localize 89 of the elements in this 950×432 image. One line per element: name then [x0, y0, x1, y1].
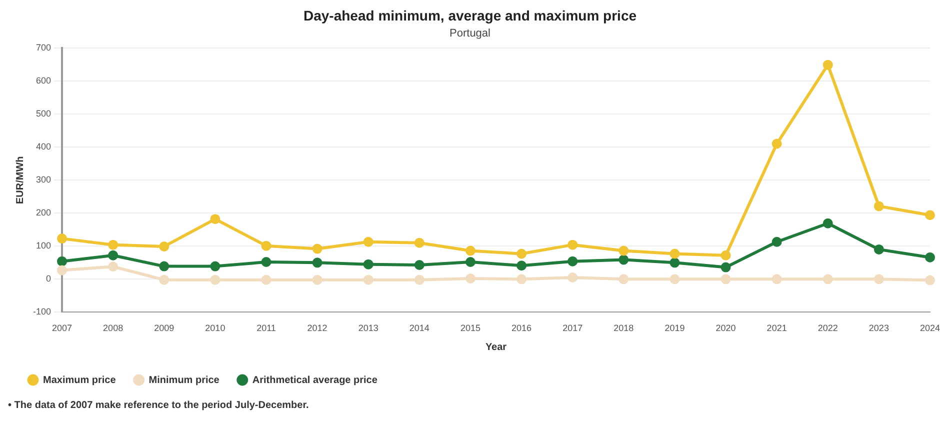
- point: [210, 274, 220, 285]
- point: [772, 236, 782, 247]
- x-tick-label: 2017: [562, 323, 583, 334]
- y-tick-label: 0: [46, 274, 52, 284]
- point: [925, 275, 935, 286]
- point: [210, 214, 220, 224]
- x-tick-label: 2015: [460, 323, 480, 334]
- point: [822, 60, 833, 70]
- x-tick-label: 2018: [614, 323, 634, 334]
- chart-subtitle: Portugal: [450, 27, 490, 40]
- point: [670, 258, 680, 268]
- point: [874, 201, 884, 212]
- point: [720, 250, 731, 260]
- x-tick-label: 2021: [766, 323, 787, 334]
- point: [772, 274, 782, 284]
- point: [261, 257, 272, 267]
- x-tick-label: 2014: [409, 323, 430, 334]
- point: [414, 238, 424, 248]
- point: [670, 274, 680, 284]
- point: [414, 260, 424, 270]
- y-tick-label: 100: [36, 240, 52, 251]
- chart-title: Day-ahead minimum, average and maximum price: [303, 7, 637, 24]
- point: [159, 261, 170, 272]
- x-axis-title: Year: [485, 342, 507, 353]
- point: [618, 246, 629, 256]
- x-tick-label: 2023: [868, 323, 889, 334]
- point: [465, 246, 476, 256]
- point: [618, 274, 629, 284]
- x-tick-label: 2022: [818, 323, 838, 334]
- point: [363, 236, 374, 247]
- point: [57, 265, 68, 276]
- point: [108, 250, 118, 260]
- point: [925, 210, 935, 220]
- point: [363, 274, 374, 285]
- point: [108, 240, 118, 250]
- point: [414, 274, 424, 285]
- x-tick-label: 2020: [716, 323, 736, 334]
- point: [261, 274, 272, 285]
- y-tick-label: 500: [36, 108, 52, 119]
- point: [312, 244, 322, 254]
- legend-label: Minimum price: [148, 374, 220, 386]
- point: [925, 252, 935, 262]
- point: [822, 274, 833, 284]
- x-tick-label: 2012: [307, 323, 328, 334]
- point: [159, 274, 170, 285]
- point: [516, 248, 527, 259]
- point: [720, 262, 731, 272]
- y-tick-label: 200: [36, 208, 52, 218]
- point: [210, 261, 220, 272]
- y-tick-label: 600: [36, 76, 52, 86]
- point: [516, 274, 527, 284]
- legend-label: Arithmetical average price: [252, 374, 378, 386]
- x-tick-label: 2008: [103, 323, 124, 334]
- x-tick-label: 2024: [920, 323, 940, 334]
- point: [312, 258, 322, 268]
- y-tick-label: 300: [36, 174, 52, 185]
- point: [261, 240, 272, 251]
- y-tick-label: -100: [33, 306, 52, 317]
- y-tick-label: 700: [36, 42, 52, 52]
- x-tick-label: 2007: [52, 323, 72, 334]
- point: [568, 272, 578, 283]
- x-tick-label: 2011: [256, 323, 276, 334]
- x-tick-label: 2009: [154, 323, 174, 334]
- point: [363, 259, 374, 270]
- point: [720, 274, 731, 284]
- text: • The data of 2007 make reference to the period July-December.: [8, 400, 309, 411]
- x-tick-label: 2010: [205, 323, 226, 334]
- point: [159, 241, 170, 252]
- point: [618, 254, 629, 265]
- x-tick-label: 2019: [664, 323, 685, 334]
- point: [772, 138, 782, 149]
- point: [57, 234, 68, 244]
- point: [822, 218, 833, 228]
- y-tick-label: 400: [36, 142, 52, 152]
- x-tick-label: 2016: [512, 323, 532, 334]
- point: [57, 256, 68, 266]
- point: [108, 262, 118, 272]
- point: [874, 244, 884, 254]
- point: [465, 274, 476, 284]
- point: [312, 274, 322, 285]
- legend-label: Maximum price: [43, 374, 116, 386]
- point: [568, 240, 578, 250]
- point: [568, 256, 578, 266]
- y-axis-title: EUR/MWh: [14, 156, 26, 204]
- point: [465, 257, 476, 267]
- point: [516, 260, 527, 271]
- point: [670, 248, 680, 259]
- point: [874, 274, 884, 284]
- x-tick-label: 2013: [358, 323, 378, 334]
